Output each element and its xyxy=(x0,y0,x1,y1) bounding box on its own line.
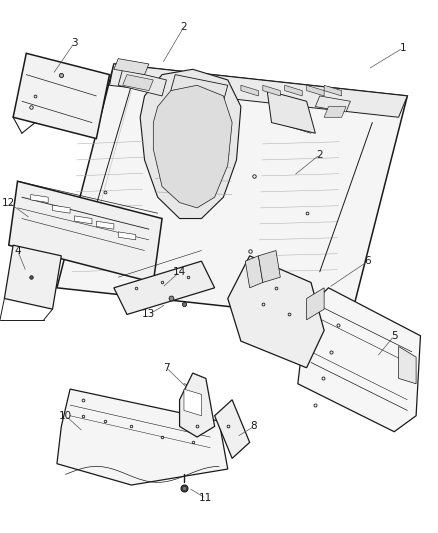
Text: 6: 6 xyxy=(364,256,371,266)
Text: 2: 2 xyxy=(180,22,187,31)
Polygon shape xyxy=(324,107,346,117)
Polygon shape xyxy=(13,53,110,139)
Polygon shape xyxy=(31,195,48,203)
Polygon shape xyxy=(171,75,228,101)
Text: 14: 14 xyxy=(173,267,186,277)
Polygon shape xyxy=(4,245,61,309)
Polygon shape xyxy=(74,216,92,224)
Polygon shape xyxy=(298,288,420,432)
Polygon shape xyxy=(245,256,263,288)
Text: 10: 10 xyxy=(59,411,72,421)
Polygon shape xyxy=(324,85,342,96)
Polygon shape xyxy=(263,85,280,96)
Polygon shape xyxy=(118,69,166,96)
Polygon shape xyxy=(123,75,153,91)
Polygon shape xyxy=(180,373,215,437)
Text: 5: 5 xyxy=(391,331,398,341)
Polygon shape xyxy=(307,85,324,96)
Polygon shape xyxy=(315,96,350,112)
Polygon shape xyxy=(57,64,407,320)
Polygon shape xyxy=(228,256,324,368)
Polygon shape xyxy=(110,64,407,117)
Polygon shape xyxy=(215,400,250,458)
Polygon shape xyxy=(140,69,241,219)
Text: 12: 12 xyxy=(2,198,15,207)
Polygon shape xyxy=(285,85,302,96)
Text: 8: 8 xyxy=(251,422,258,431)
Text: 13: 13 xyxy=(142,310,155,319)
Polygon shape xyxy=(9,181,162,282)
Polygon shape xyxy=(114,59,149,75)
Text: 4: 4 xyxy=(14,246,21,255)
Polygon shape xyxy=(53,205,70,213)
Text: 1: 1 xyxy=(399,43,406,53)
Polygon shape xyxy=(267,91,315,133)
Polygon shape xyxy=(57,389,228,485)
Polygon shape xyxy=(114,261,215,314)
Polygon shape xyxy=(184,389,201,416)
Polygon shape xyxy=(258,251,280,282)
Text: 3: 3 xyxy=(71,38,78,47)
Polygon shape xyxy=(399,346,416,384)
Polygon shape xyxy=(96,221,114,229)
Polygon shape xyxy=(241,85,258,96)
Text: 2: 2 xyxy=(316,150,323,159)
Text: 7: 7 xyxy=(163,363,170,373)
Polygon shape xyxy=(118,232,136,240)
Text: 11: 11 xyxy=(199,494,212,503)
Polygon shape xyxy=(153,85,232,208)
Polygon shape xyxy=(307,288,324,320)
